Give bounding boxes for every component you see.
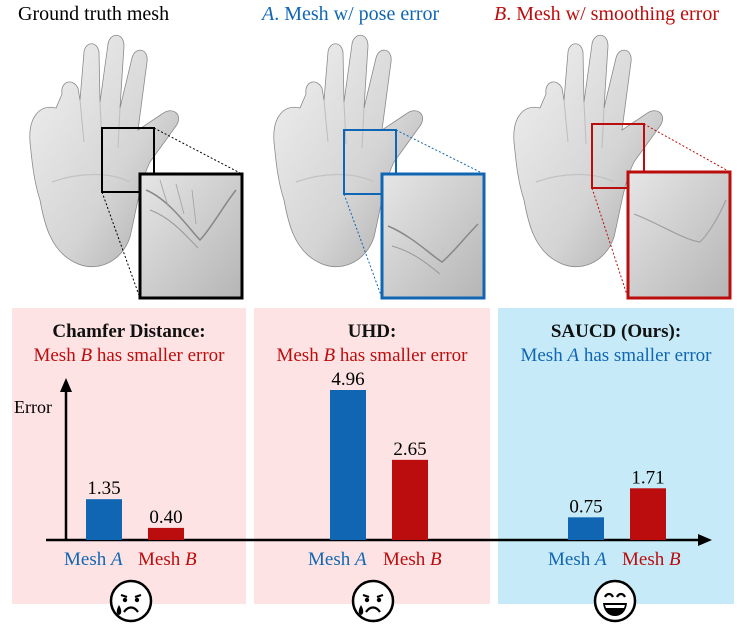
- bar-mesh-b: [392, 459, 428, 540]
- bar-value-label: 1.71: [631, 467, 664, 488]
- panel-subtitle: Mesh B has smaller error: [276, 345, 468, 366]
- panel-uhd: UHD: Mesh B has smaller error: [254, 308, 490, 604]
- x-label-mesh-b: Mesh B: [138, 549, 197, 570]
- bar-mesh-a: [330, 390, 366, 540]
- panel-title: Chamfer Distance:: [52, 321, 206, 342]
- grinning-face-icon: [593, 579, 637, 623]
- panel-title: UHD:: [347, 321, 397, 342]
- bar-mesh-b: [148, 527, 184, 540]
- panel-title: SAUCD (Ours):: [550, 321, 682, 342]
- bar-mesh-a: [568, 517, 604, 540]
- hand-meshes-illustration: [29, 34, 732, 300]
- hand-mesh-ground-truth: [29, 34, 244, 300]
- y-axis-arrow: [60, 378, 72, 392]
- zoom-region-box: [101, 127, 155, 193]
- column-title-ground-truth: Ground truth mesh: [18, 3, 170, 25]
- panel-subtitle: Mesh A has smaller error: [520, 345, 712, 366]
- x-label-mesh-b: Mesh B: [622, 549, 681, 570]
- zoom-region-box: [591, 123, 645, 189]
- bar-value-label: 2.65: [393, 439, 426, 460]
- bar-mesh-a: [86, 499, 122, 540]
- bar-value-label: 0.40: [149, 507, 182, 528]
- bar-value-label: 0.75: [569, 496, 602, 517]
- x-label-mesh-a: Mesh A: [308, 549, 367, 570]
- column-title-mesh-a: A. Mesh w/ pose error: [262, 3, 440, 25]
- bar-value-label: 1.35: [87, 478, 120, 499]
- hand-mesh-pose-error: [273, 34, 486, 300]
- column-title-mesh-b: B. Mesh w/ smoothing error: [494, 3, 719, 25]
- y-axis-label: Error: [14, 397, 52, 417]
- x-label-mesh-a: Mesh A: [64, 549, 123, 570]
- bar-mesh-b: [630, 488, 666, 540]
- zoom-inset: [138, 172, 244, 300]
- x-label-mesh-a: Mesh A: [548, 549, 607, 570]
- zoom-inset: [380, 172, 486, 300]
- panel-saucd: SAUCD (Ours): Mesh A has smaller error: [498, 308, 734, 604]
- x-label-mesh-b: Mesh B: [383, 549, 442, 570]
- panel-subtitle: Mesh B has smaller error: [33, 345, 225, 366]
- panel-chamfer-distance: Chamfer Distance: Mesh B has smaller err…: [12, 308, 246, 604]
- sad-tear-face-icon: [109, 579, 153, 623]
- hand-mesh-smoothing-error: [513, 34, 732, 300]
- bar-value-label: 4.96: [331, 369, 364, 390]
- zoom-inset: [626, 170, 732, 300]
- x-axis-arrow: [698, 534, 712, 546]
- sad-tear-face-icon: [351, 579, 395, 623]
- zoom-region-box: [343, 129, 397, 195]
